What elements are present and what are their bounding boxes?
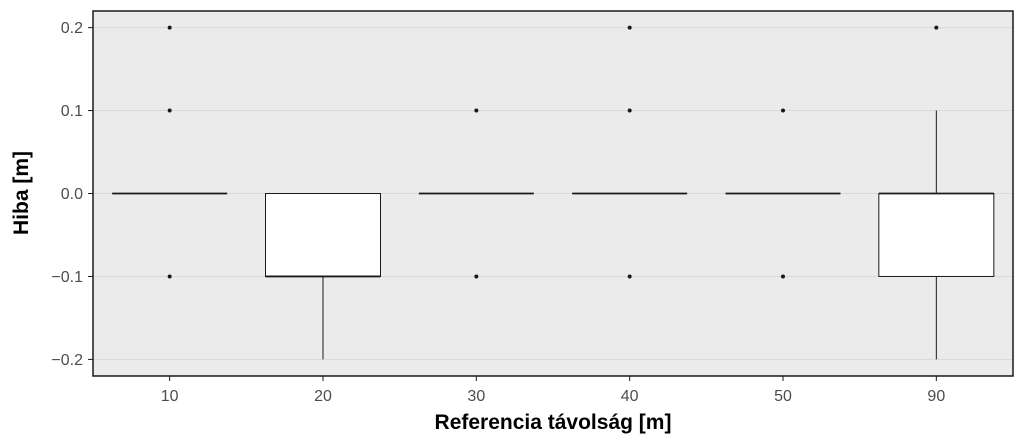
box-iqr (265, 193, 381, 277)
y-tick-label: 0.0 (61, 186, 83, 203)
x-tick-label: 90 (927, 388, 945, 405)
y-tick-label: 0.1 (61, 103, 83, 120)
outlier-point (167, 108, 172, 113)
y-tick-label: 0.2 (61, 20, 83, 37)
y-tick-label: −0.2 (51, 352, 83, 369)
x-axis-title: Referencia távolság [m] (435, 411, 672, 434)
box-group-50 (725, 108, 841, 279)
x-tick-label: 50 (774, 388, 792, 405)
x-tick-label: 20 (314, 388, 332, 405)
outlier-point (167, 274, 172, 279)
outlier-point (474, 274, 479, 279)
box-group-30 (418, 108, 534, 279)
box-group-90 (878, 25, 995, 360)
x-tick-label: 30 (467, 388, 485, 405)
box-group-10 (112, 25, 228, 279)
box-group-40 (572, 25, 688, 279)
x-tick-label: 40 (621, 388, 639, 405)
outlier-point (474, 108, 479, 113)
outlier-point (627, 108, 632, 113)
x-axis: 10 20 30 40 50 90 (161, 376, 945, 405)
box-iqr (878, 193, 995, 277)
x-tick-label: 10 (161, 388, 179, 405)
outlier-point (781, 108, 785, 113)
box-layer (112, 25, 995, 360)
y-axis-title: Hiba [m] (10, 151, 33, 235)
grid-layer (93, 27, 1013, 360)
outlier-point (781, 274, 785, 279)
outlier-point (167, 25, 172, 30)
outlier-point (627, 274, 632, 279)
y-tick-label: −0.1 (51, 269, 83, 286)
outlier-point (934, 25, 939, 30)
y-axis: −0.2 −0.1 0.0 0.1 0.2 (51, 20, 93, 369)
outlier-point (627, 25, 632, 30)
box-group-20 (265, 193, 381, 360)
